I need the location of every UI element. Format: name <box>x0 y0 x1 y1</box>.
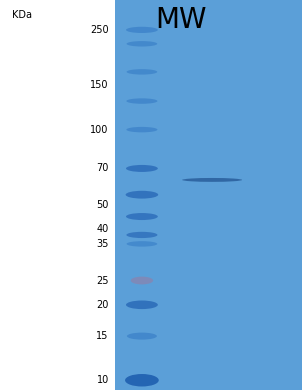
Text: 150: 150 <box>90 80 109 90</box>
Text: 250: 250 <box>90 25 109 35</box>
Text: 50: 50 <box>96 200 109 210</box>
Text: 35: 35 <box>96 239 109 249</box>
Text: 40: 40 <box>96 224 109 234</box>
Ellipse shape <box>126 27 158 33</box>
Ellipse shape <box>127 41 157 46</box>
Text: 100: 100 <box>90 125 109 135</box>
Ellipse shape <box>126 213 158 220</box>
Ellipse shape <box>126 98 157 104</box>
Ellipse shape <box>126 301 158 309</box>
Ellipse shape <box>127 241 157 246</box>
Ellipse shape <box>125 374 159 386</box>
Ellipse shape <box>126 232 157 238</box>
Bar <box>115 0 302 390</box>
Ellipse shape <box>127 69 157 74</box>
Ellipse shape <box>127 333 157 340</box>
Text: KDa: KDa <box>12 10 32 20</box>
Text: 20: 20 <box>96 300 109 310</box>
Ellipse shape <box>131 277 153 284</box>
Ellipse shape <box>182 178 242 182</box>
Text: 25: 25 <box>96 275 109 285</box>
Ellipse shape <box>126 165 158 172</box>
Text: 15: 15 <box>96 331 109 341</box>
Text: MW: MW <box>156 6 207 34</box>
Text: 10: 10 <box>96 375 109 385</box>
Ellipse shape <box>126 191 158 199</box>
Text: 70: 70 <box>96 163 109 174</box>
Ellipse shape <box>126 127 157 132</box>
